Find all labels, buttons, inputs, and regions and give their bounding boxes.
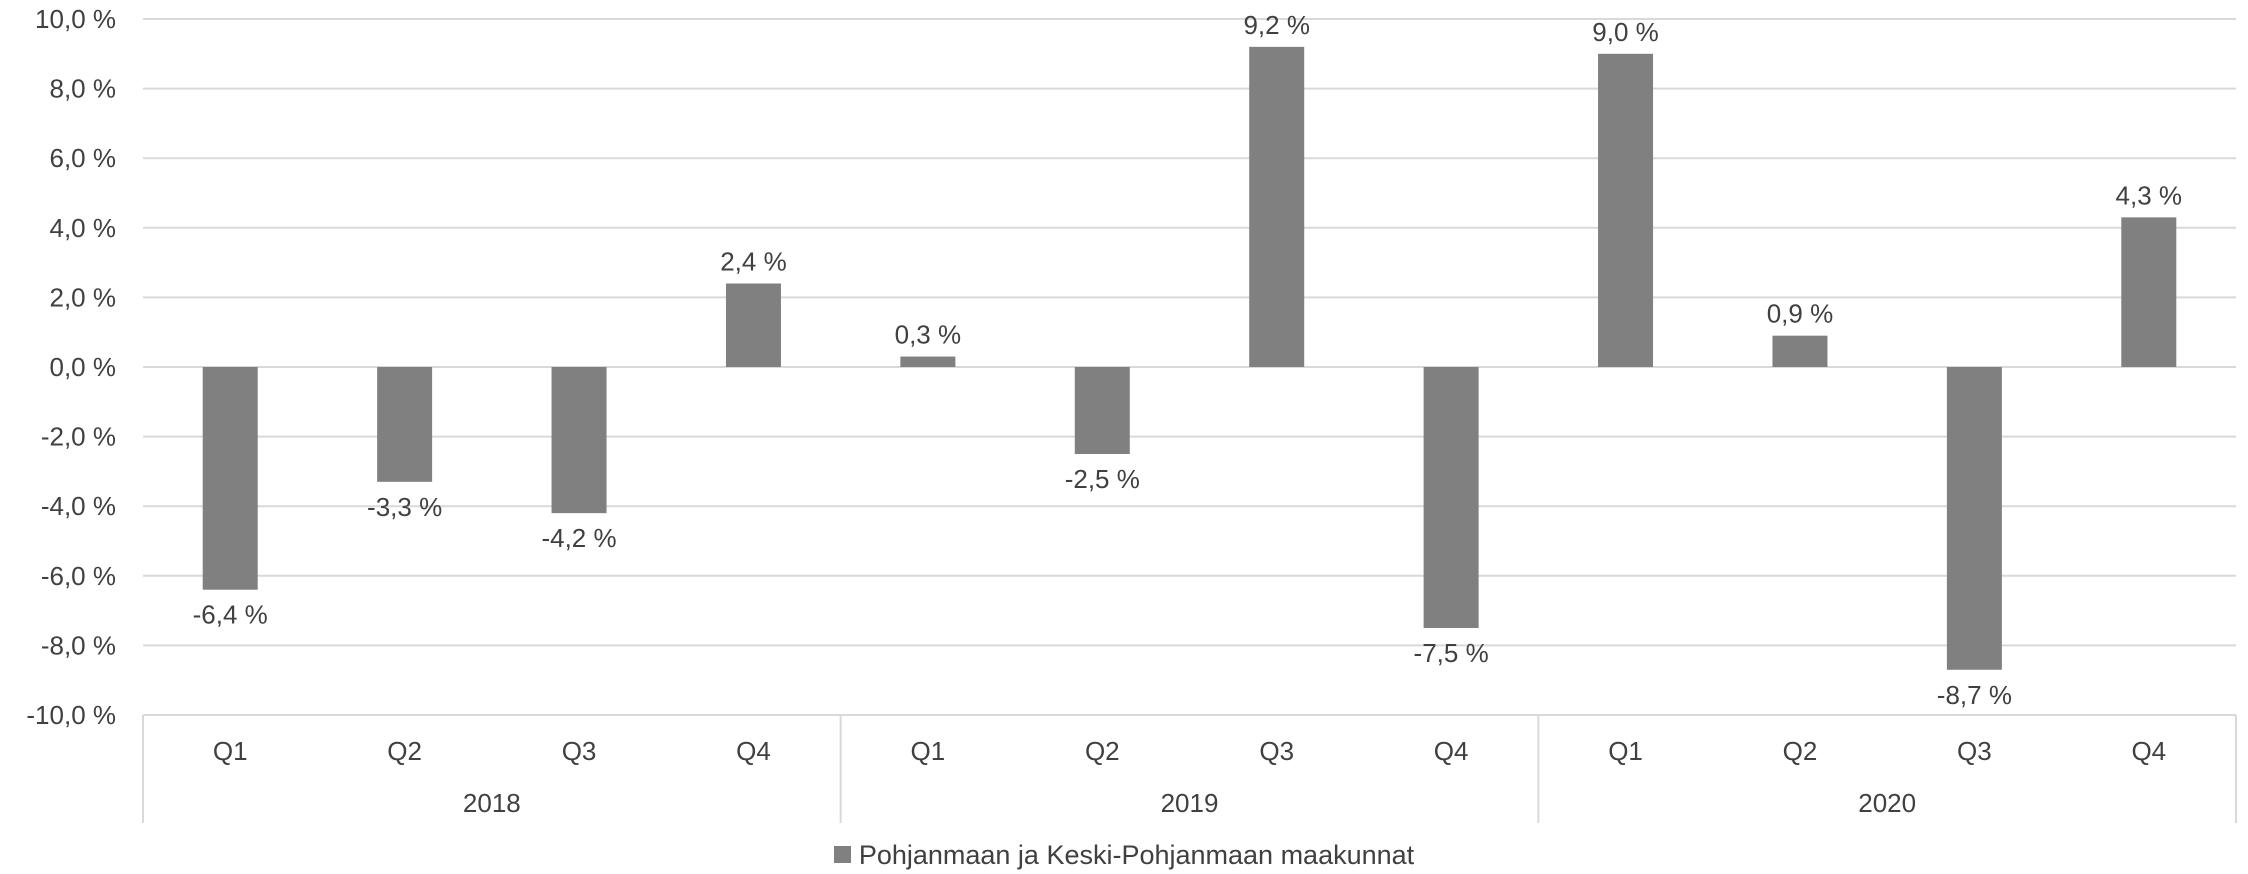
x-tick-label: Q3 [1259, 736, 1294, 766]
y-tick-label: -6,0 % [41, 561, 116, 591]
bar [1074, 367, 1130, 454]
data-label: -6,4 % [193, 600, 268, 630]
bars [202, 46, 2177, 670]
data-label: 0,9 % [1767, 299, 1834, 329]
bar [1772, 335, 1828, 367]
x-tick-label: Q3 [1957, 736, 1992, 766]
y-tick-label: 8,0 % [50, 74, 117, 104]
bar [725, 283, 781, 367]
x-tick-label: Q4 [736, 736, 771, 766]
y-tick-label: -10,0 % [26, 700, 116, 730]
year-group-label: 2019 [1161, 788, 1219, 818]
data-label: 9,0 % [1592, 17, 1659, 47]
bar [2121, 217, 2177, 367]
x-tick-label: Q2 [1085, 736, 1120, 766]
legend-swatch [833, 846, 851, 864]
y-tick-label: -2,0 % [41, 422, 116, 452]
bar [1423, 367, 1479, 628]
y-tick-label: -8,0 % [41, 630, 116, 660]
data-label: -3,3 % [367, 492, 442, 522]
y-tick-label: 2,0 % [50, 282, 117, 312]
data-label: 4,3 % [2116, 180, 2183, 210]
data-label: -8,7 % [1937, 680, 2012, 710]
bar [1249, 46, 1305, 368]
legend-label: Pohjanmaan ja Keski-Pohjanmaan maakunnat [858, 840, 1415, 870]
x-tick-label: Q2 [1783, 736, 1818, 766]
legend: Pohjanmaan ja Keski-Pohjanmaan maakunnat [0, 840, 2248, 871]
x-tick-label: Q4 [2131, 736, 2166, 766]
y-tick-label: 4,0 % [50, 213, 117, 243]
gridlines [143, 18, 2236, 716]
data-label: 0,3 % [895, 320, 962, 350]
x-tick-label: Q1 [213, 736, 248, 766]
bar [202, 367, 258, 590]
bar [377, 367, 433, 482]
bar [1946, 367, 2002, 670]
data-label: -7,5 % [1414, 638, 1489, 668]
year-group-label: 2018 [463, 788, 521, 818]
x-axis: Q1 Q2 Q3 Q4 Q1 Q2 Q3 Q4 Q1 Q2 Q3 Q4 2018 2019 2020 [142, 714, 2237, 823]
bar [900, 356, 956, 367]
data-label: -2,5 % [1065, 464, 1140, 494]
y-axis-ticks: 10,0 % 8,0 % 6,0 % 4,0 % 2,0 % 0,0 % -2,0 % -4,… [26, 4, 116, 730]
data-label: -4,2 % [541, 523, 616, 553]
y-tick-label: 6,0 % [50, 143, 117, 173]
x-tick-label: Q3 [562, 736, 597, 766]
data-label: 2,4 % [720, 246, 787, 276]
bar [551, 367, 607, 514]
x-tick-label: Q2 [387, 736, 422, 766]
bar [1598, 53, 1654, 368]
year-group-label: 2020 [1858, 788, 1916, 818]
x-tick-label: Q4 [1434, 736, 1469, 766]
data-labels: -6,4 % -3,3 % -4,2 % 2,4 % 0,3 % -2,5 % 9,2 % -… [193, 10, 2182, 710]
y-tick-label: -4,0 % [41, 491, 116, 521]
y-tick-label: 0,0 % [50, 352, 117, 382]
x-tick-label: Q1 [911, 736, 946, 766]
y-tick-label: 10,0 % [35, 4, 116, 34]
x-tick-label: Q1 [1608, 736, 1643, 766]
data-label: 9,2 % [1243, 10, 1310, 40]
